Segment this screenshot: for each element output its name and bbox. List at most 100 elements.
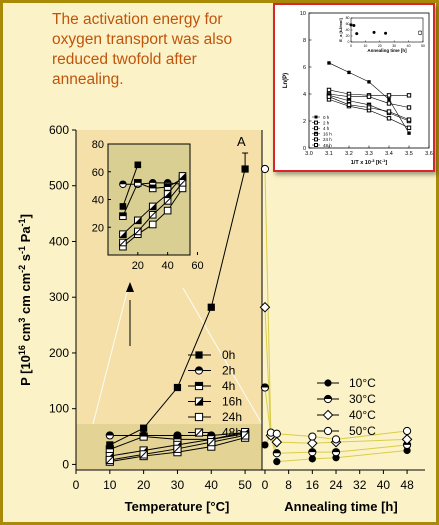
right-marker-50-c-3 [308,432,317,441]
arr-marker-24-h-3 [386,116,392,121]
arrhenius-svg: 0 2 4 6 8 10 3.0 3.1 3.2 3.3 3.4 3.5 3.6 1/T x 10-3 [… [283,11,433,167]
y-title-part: -1 [17,246,27,254]
right-marker-10-c-4 [332,454,340,462]
right-line-50-c [264,169,408,440]
zoom-inset-box [107,143,191,256]
sub-marker-2 [355,32,359,36]
zoom-x-tick-label: 40 [162,260,174,272]
arr-legend-marker-24-h [314,137,318,142]
left-marker-48h-3 [207,438,216,447]
zoom-marker-2h-2 [148,179,157,187]
arr-marker-2-h-0-box [326,87,332,93]
left-marker-48h-2-stroke [173,444,182,453]
arr-marker-2-h-4 [406,93,412,98]
right-marker-40-c-2 [271,436,283,448]
arr-legend-marker-16-h-fill [314,132,318,134]
sub-marker-5 [418,30,422,35]
right-x-tick-label: 48 [400,478,414,492]
sub-x-tick-label: 20 [378,44,382,48]
right-marker-50-c-5 [402,426,412,436]
arr-x-title-part: -3 [371,158,375,163]
callout-line-right [182,287,263,425]
right-x-tick-label: 32 [353,478,367,492]
left-marker-4h-1 [139,432,148,441]
arr-marker-48-h-2 [366,105,372,110]
panel-label: A [237,134,246,149]
arr-x-tick-label: 3.3 [365,151,373,157]
arr-marker-4-h-4 [406,105,412,110]
zoom-marker-24h-2-box [148,220,157,229]
sub-y-tick-label: 0 [348,40,350,44]
left-legend-marker-16h-fill [195,397,203,406]
zoom-marker-4h-0-fill [119,212,127,217]
inset-arrow [126,282,134,346]
right-marker-30-c-3 [308,448,317,457]
left-marker-0h-1 [140,424,148,432]
zoom-marker-16h-2 [148,202,157,211]
right-marker-10-c-0 [261,441,269,449]
arr-legend-marker-4-h-box [314,126,318,131]
callout-line-left [92,287,129,425]
left-plot: 0 100 200 300 400 500 600 0 10 20 30 40 50 Temperatur… [17,123,262,514]
left-legend-label-24h: 24h [222,410,242,424]
zoom-marker-16h-3-fill [164,190,171,198]
arr-legend-marker-24-h-box [314,137,318,142]
right-legend-label-50-c: 50°C [349,424,376,438]
left-x-tick-label: 30 [171,478,185,492]
zoom-marker-4h-1 [134,179,142,187]
left-x-axis-title: Temperature [°C] [125,499,230,514]
zoom-marker-4h-0 [119,212,127,220]
arr-marker-48-h-4 [406,117,412,122]
sub-marker-1 [352,24,356,27]
left-legend-marker-2h-fill [195,366,203,371]
sub-y-tick-label: 40 [346,28,350,32]
zoom-y-tick-label: 80 [92,139,104,151]
arr-marker-48-h-2-box [366,105,372,110]
zoom-marker-48h-4 [178,179,187,187]
left-legend-marker-0h [195,351,203,359]
left-x-tick-label: 50 [238,478,252,492]
zoom-marker-2h-3-fill [164,179,171,183]
zoom-x-tick-label: 60 [191,260,203,272]
zoom-marker-16h-4 [178,172,187,180]
arr-marker-48-h-4-box [406,117,412,122]
arr-y-tick-label: 8 [303,38,306,44]
left-legend-marker-4h [194,381,204,391]
left-y-tick-label: 400 [49,234,69,248]
arr-marker-48-h-1 [346,102,352,107]
arr-y-tick-label: 6 [303,65,306,71]
right-legend-marker-30-c-fill [324,395,332,399]
left-x-tick-label: 40 [205,478,219,492]
arrow-head [126,282,134,292]
right-x-tick-label: 0 [262,478,269,492]
arrhenius-inset-card: 0 2 4 6 8 10 3.0 3.1 3.2 3.3 3.4 3.5 3.6 1/T x 10-3 [… [273,3,435,172]
arr-marker-4-h-1-box [346,94,352,99]
arr-y-tick-label: 2 [303,119,306,125]
left-y-tick-label: 500 [49,179,69,193]
arr-x-tick-label: 3.4 [385,151,393,157]
y-title-part: -1 [17,218,27,226]
arr-legend-marker-2-h-box [314,120,318,125]
sub-plot-box [350,17,424,43]
right-marker-30-c-2 [272,449,281,458]
arr-legend: 0 h2 h4 h16 h24 h48 h [312,115,332,148]
left-legend-label-4h: 4h [222,379,235,393]
right-x-tick-label: 8 [285,478,292,492]
sub-x-tick-label: 30 [392,44,396,48]
zoom-marker-4h-3-fill [164,183,171,188]
left-marker-2h-0-fill [106,431,114,436]
arr-x-tick-label: 3.0 [305,151,313,157]
sub-x-tick-label: 40 [407,44,411,48]
arr-legend-marker-2-h [314,120,318,125]
arr-x-axis-title: 1/T x 10-3 [K-1] [351,158,388,167]
zoom-x-tick-label: 20 [132,260,144,272]
zoom-marker-48h-2 [148,210,157,219]
arr-marker-2-h-4-box [406,93,412,98]
arr-marker-4-h-2-box [366,94,372,99]
sub-x-tick-label: 50 [421,44,425,48]
sub-x-tick-label: 0 [350,44,352,48]
arr-y-axis-title: Ln(P) [283,73,289,88]
zoom-inset: 20 40 60 80 20 40 60 [92,139,204,272]
